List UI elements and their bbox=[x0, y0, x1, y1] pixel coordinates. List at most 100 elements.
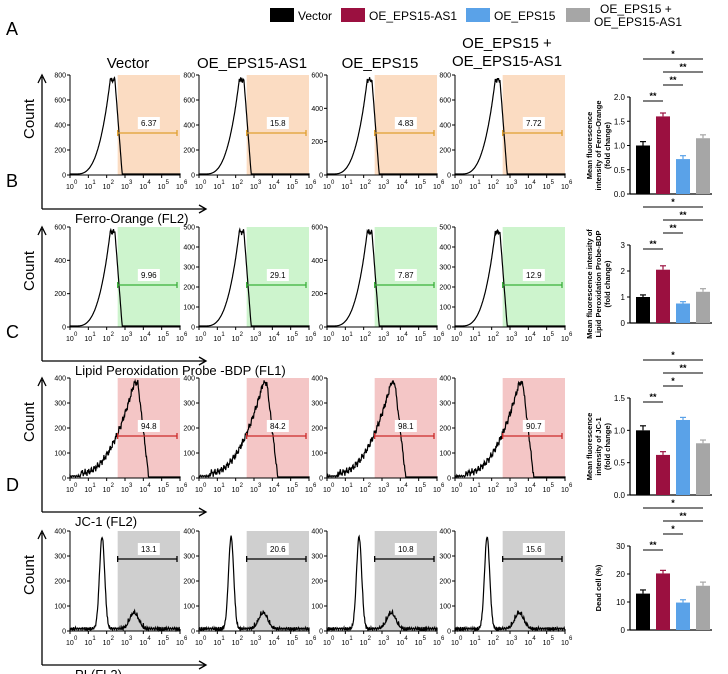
x-axis-label-D: PI (FL2) bbox=[75, 667, 122, 674]
hist-x-tick-base: 10 bbox=[305, 487, 313, 494]
hist-x-tick-exp: 1 bbox=[221, 180, 225, 186]
hist-x-tick-base: 10 bbox=[195, 184, 203, 191]
hist-y-tick-label: 100 bbox=[311, 604, 323, 611]
hist-y-tick-label: 200 bbox=[183, 579, 195, 586]
legend-swatch-combo bbox=[566, 8, 590, 22]
hist-x-tick-exp: 3 bbox=[258, 636, 262, 642]
hist-x-tick-base: 10 bbox=[433, 640, 441, 647]
hist-y-tick-label: 0 bbox=[191, 629, 195, 636]
bar-y-tick-label: 0.0 bbox=[614, 190, 626, 199]
hist-x-tick-base: 10 bbox=[451, 336, 459, 343]
hist-x-tick-exp: 2 bbox=[111, 180, 115, 186]
hist-x-tick-exp: 5 bbox=[166, 332, 170, 338]
gate-value: 7.87 bbox=[398, 271, 414, 280]
hist-x-tick-exp: 2 bbox=[240, 332, 244, 338]
sig-label: * bbox=[671, 49, 675, 59]
hist-x-tick-exp: 6 bbox=[184, 332, 188, 338]
hist-x-tick-base: 10 bbox=[84, 640, 92, 647]
hist-x-tick-base: 10 bbox=[232, 640, 240, 647]
hist-x-tick-base: 10 bbox=[103, 184, 111, 191]
y-arrow-head bbox=[37, 529, 47, 540]
hist-x-tick-base: 10 bbox=[268, 336, 276, 343]
hist-x-tick-exp: 5 bbox=[423, 636, 427, 642]
hist-x-tick-exp: 1 bbox=[221, 636, 225, 642]
hist-x-tick-exp: 0 bbox=[74, 180, 78, 186]
hist-x-tick-base: 10 bbox=[268, 640, 276, 647]
hist-x-tick-base: 10 bbox=[433, 336, 441, 343]
bar-y-label-line: Lipid Peroxidation Probe-BDP bbox=[594, 230, 603, 337]
x-axis-label-B: Lipid Peroxidation Probe -BDP (FL1) bbox=[75, 363, 286, 378]
hist-x-tick-exp: 6 bbox=[441, 180, 445, 186]
hist-x-tick-exp: 2 bbox=[496, 636, 500, 642]
hist-y-tick-label: 0 bbox=[319, 476, 323, 483]
hist-y-tick-label: 100 bbox=[183, 305, 195, 312]
hist-y-tick-label: 200 bbox=[54, 426, 66, 433]
hist-y-tick-label: 400 bbox=[439, 245, 451, 252]
hist-x-tick-base: 10 bbox=[305, 336, 313, 343]
hist-x-tick-base: 10 bbox=[158, 336, 166, 343]
histogram-B-oe-eps15-as1: 010020030040050010010110210310410510629.… bbox=[183, 225, 317, 344]
hist-x-tick-base: 10 bbox=[250, 184, 258, 191]
hist-x-tick-exp: 6 bbox=[313, 332, 317, 338]
hist-x-tick-exp: 1 bbox=[477, 636, 481, 642]
bar-y-tick-label: 0 bbox=[621, 626, 626, 635]
column-titles: Vector OE_EPS15-AS1 OE_EPS15 OE_EPS15 + O… bbox=[107, 35, 562, 72]
hist-y-tick-label: 400 bbox=[183, 529, 195, 536]
hist-x-tick-exp: 3 bbox=[258, 483, 262, 489]
hist-y-tick-label: 600 bbox=[54, 98, 66, 105]
hist-x-tick-base: 10 bbox=[360, 640, 368, 647]
hist-x-tick-base: 10 bbox=[469, 640, 477, 647]
hist-y-tick-label: 400 bbox=[54, 376, 66, 383]
sig-label: ** bbox=[669, 223, 677, 233]
hist-x-tick-base: 10 bbox=[543, 640, 551, 647]
hist-x-tick-exp: 0 bbox=[331, 180, 335, 186]
hist-y-tick-label: 0 bbox=[319, 173, 323, 180]
x-axis-label-A: Ferro-Orange (FL2) bbox=[75, 211, 188, 226]
bar-vector bbox=[636, 297, 650, 323]
histogram-curve bbox=[198, 535, 310, 633]
hist-x-tick-base: 10 bbox=[66, 487, 74, 494]
bar-y-label-line: Mean fluorescence intensity of bbox=[585, 229, 594, 339]
histogram-curve bbox=[198, 77, 310, 175]
bar-y-label-line: Dead cell (%) bbox=[594, 564, 603, 611]
histogram-B-combo: 010020030040050010010110210310410510612.… bbox=[439, 225, 573, 344]
gate-value: 10.8 bbox=[398, 545, 414, 554]
bar-y-tick-label: 20 bbox=[616, 570, 625, 579]
hist-x-tick-base: 10 bbox=[543, 487, 551, 494]
panel-letter-D: D bbox=[6, 475, 19, 495]
hist-x-tick-exp: 3 bbox=[514, 636, 518, 642]
hist-x-tick-exp: 0 bbox=[203, 332, 207, 338]
hist-x-tick-exp: 3 bbox=[386, 636, 390, 642]
hist-x-tick-exp: 4 bbox=[404, 636, 408, 642]
hist-y-tick-label: 200 bbox=[311, 291, 323, 298]
bar-oe-eps15 bbox=[676, 303, 690, 323]
hist-x-tick-base: 10 bbox=[524, 336, 532, 343]
gate-value-box bbox=[522, 543, 545, 555]
hist-y-tick-label: 200 bbox=[54, 148, 66, 155]
hist-x-tick-exp: 3 bbox=[258, 180, 262, 186]
hist-x-tick-base: 10 bbox=[451, 184, 459, 191]
legend-label-vector: Vector bbox=[298, 9, 332, 23]
hist-x-tick-exp: 1 bbox=[221, 332, 225, 338]
hist-x-tick-base: 10 bbox=[415, 487, 423, 494]
histogram-curve bbox=[454, 77, 566, 175]
hist-x-tick-exp: 5 bbox=[551, 483, 555, 489]
hist-x-tick-exp: 5 bbox=[295, 483, 299, 489]
histogram-curve bbox=[69, 378, 181, 479]
hist-x-tick-base: 10 bbox=[488, 640, 496, 647]
bar-oe-eps15-as1 bbox=[656, 454, 670, 495]
hist-y-tick-label: 0 bbox=[62, 325, 66, 332]
hist-x-tick-base: 10 bbox=[378, 487, 386, 494]
hist-y-tick-label: 300 bbox=[183, 265, 195, 272]
hist-x-tick-base: 10 bbox=[524, 184, 532, 191]
hist-x-tick-base: 10 bbox=[158, 184, 166, 191]
hist-y-tick-label: 0 bbox=[191, 476, 195, 483]
histogram-curve bbox=[326, 534, 438, 633]
sig-label: ** bbox=[679, 511, 687, 521]
histogram-curve bbox=[454, 380, 566, 479]
bar-y-label-line: (fold change) bbox=[603, 260, 612, 308]
